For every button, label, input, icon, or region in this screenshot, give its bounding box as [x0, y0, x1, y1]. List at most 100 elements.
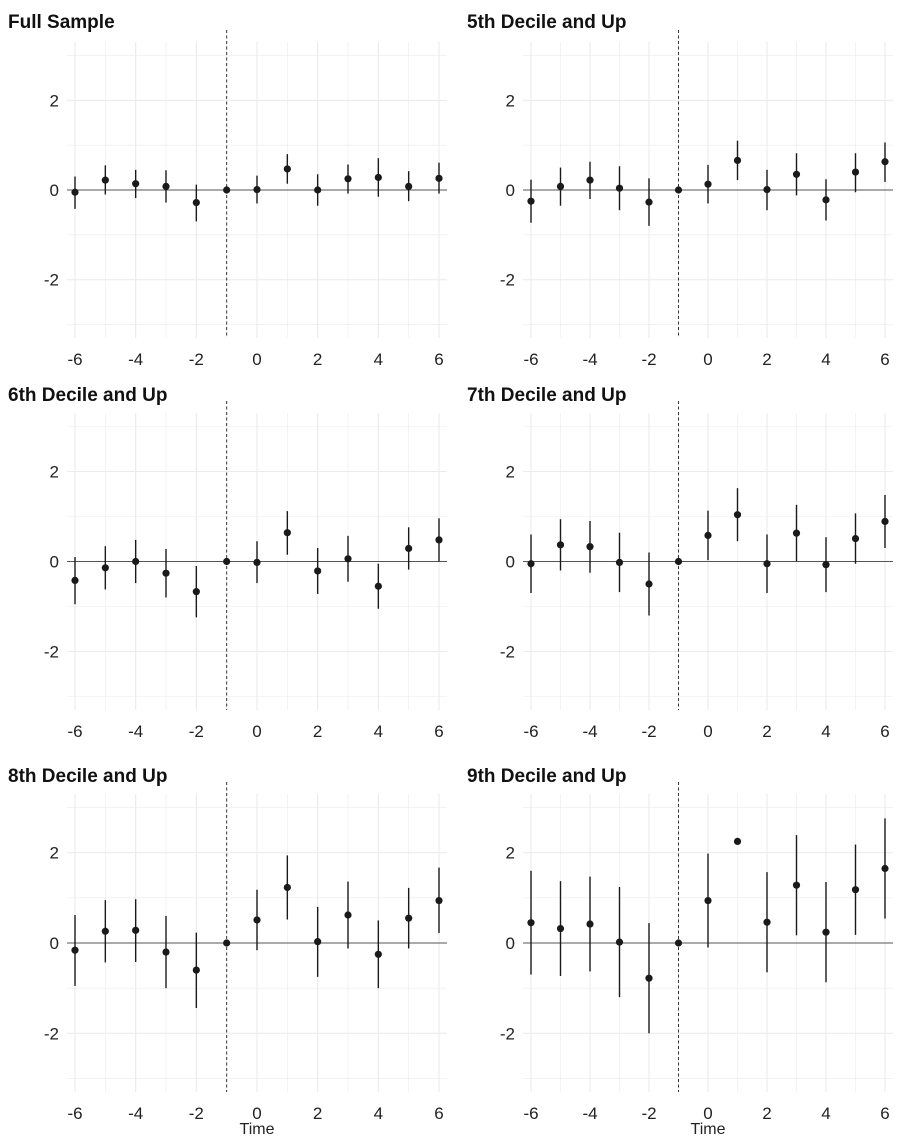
- x-tick-label: 4: [374, 722, 383, 741]
- x-tick-label: 4: [821, 1104, 830, 1123]
- x-tick-label: 4: [374, 350, 383, 369]
- panel-5: 8th Decile and Up -6 -4 -2 0 2 4 6 -2 0 2 Time: [8, 766, 447, 1137]
- data-point: [374, 582, 382, 590]
- data-point: [527, 560, 535, 568]
- data-point: [674, 939, 683, 947]
- data-point: [881, 864, 889, 873]
- x-tick-label: 2: [762, 722, 771, 741]
- panel-6: 9th Decile and Up -6 -4 -2 0 2 4 6 -2 0 2 Time: [467, 766, 893, 1137]
- data-point: [527, 197, 535, 205]
- y-tick-label: -2: [500, 271, 515, 290]
- panel-2: 5th Decile and Up -6 -4 -2 0 2 4 6 -2 0 2: [467, 12, 893, 369]
- data-point: [283, 529, 291, 537]
- x-tick-label: 0: [703, 1104, 712, 1123]
- x-tick-label: 6: [880, 1104, 889, 1123]
- x-tick-label: -6: [523, 722, 538, 741]
- x-tick-label: -4: [582, 1104, 597, 1123]
- data-point: [192, 588, 200, 596]
- x-tick-label: 4: [374, 1104, 383, 1123]
- panel-3: 6th Decile and Up -6 -4 -2 0 2 4 6 -2 0 2: [8, 385, 447, 741]
- data-point: [792, 529, 801, 537]
- data-point: [704, 896, 712, 905]
- data-point: [733, 511, 742, 519]
- x-tick-label: -6: [67, 722, 82, 741]
- data-point: [162, 569, 170, 577]
- data-point: [822, 561, 830, 569]
- x-tick-label: 4: [821, 350, 830, 369]
- data-point: [763, 560, 771, 568]
- x-tick-label: 6: [434, 1104, 443, 1123]
- data-point: [314, 567, 322, 575]
- data-point: [71, 576, 79, 585]
- data-point: [556, 541, 565, 549]
- data-point: [645, 974, 653, 982]
- data-point: [527, 919, 535, 927]
- data-point: [792, 881, 801, 889]
- data-point: [881, 158, 889, 166]
- x-tick-label: 2: [762, 1104, 771, 1123]
- x-axis-title: Time: [240, 1121, 275, 1137]
- panel-title: Full Sample: [8, 12, 115, 33]
- data-point: [763, 185, 771, 194]
- data-point: [645, 580, 653, 588]
- data-point: [192, 198, 200, 207]
- data-point: [283, 883, 291, 892]
- data-point: [344, 555, 352, 563]
- panel-title: 5th Decile and Up: [467, 12, 626, 33]
- data-point: [792, 170, 801, 178]
- x-tick-label: -6: [523, 1104, 538, 1123]
- data-point: [586, 176, 594, 184]
- data-point: [851, 886, 860, 894]
- x-tick-label: 0: [252, 1104, 261, 1123]
- x-tick-label: 0: [703, 722, 712, 741]
- panel-title: 7th Decile and Up: [467, 385, 626, 406]
- data-point: [851, 168, 860, 176]
- panel-title: 6th Decile and Up: [8, 385, 167, 406]
- data-point: [435, 896, 443, 905]
- y-tick-label: 0: [506, 181, 515, 200]
- data-point: [101, 176, 109, 184]
- data-point: [132, 926, 140, 934]
- x-tick-label: -2: [189, 350, 204, 369]
- y-tick-label: -2: [500, 643, 515, 662]
- x-tick-label: 2: [762, 350, 771, 369]
- data-point: [344, 175, 352, 183]
- data-point: [253, 185, 261, 194]
- data-point: [556, 182, 565, 191]
- x-tick-label: 2: [313, 350, 322, 369]
- panel-title: 9th Decile and Up: [467, 766, 626, 787]
- panel-title: 8th Decile and Up: [8, 766, 167, 787]
- x-tick-label: 0: [252, 350, 261, 369]
- x-tick-label: 6: [880, 350, 889, 369]
- y-tick-label: -2: [44, 643, 59, 662]
- data-point: [645, 198, 653, 206]
- data-point: [435, 174, 443, 182]
- data-point: [223, 939, 231, 947]
- x-tick-label: 2: [313, 1104, 322, 1123]
- data-point: [733, 156, 742, 164]
- data-point: [881, 517, 889, 526]
- data-point: [344, 911, 352, 919]
- data-point: [405, 914, 413, 922]
- data-point: [615, 938, 624, 946]
- x-tick-label: -2: [641, 1104, 656, 1123]
- data-point: [71, 946, 79, 954]
- y-tick-label: 0: [50, 181, 59, 200]
- y-tick-label: -2: [500, 1024, 515, 1043]
- x-tick-label: 0: [252, 722, 261, 741]
- data-point: [822, 928, 830, 936]
- data-point: [556, 924, 565, 933]
- y-tick-label: 2: [506, 463, 515, 482]
- x-tick-label: -2: [641, 350, 656, 369]
- x-tick-label: -4: [582, 350, 597, 369]
- data-point: [704, 531, 712, 540]
- panel-1: Full Sample -6 -4 -2 0 2 4 6 -2 0 2: [8, 12, 447, 369]
- data-point: [405, 182, 413, 191]
- x-tick-label: 6: [434, 350, 443, 369]
- data-point: [71, 188, 79, 196]
- data-point: [704, 180, 712, 188]
- x-tick-label: -4: [128, 722, 143, 741]
- y-tick-label: 2: [50, 91, 59, 110]
- data-point: [374, 950, 382, 958]
